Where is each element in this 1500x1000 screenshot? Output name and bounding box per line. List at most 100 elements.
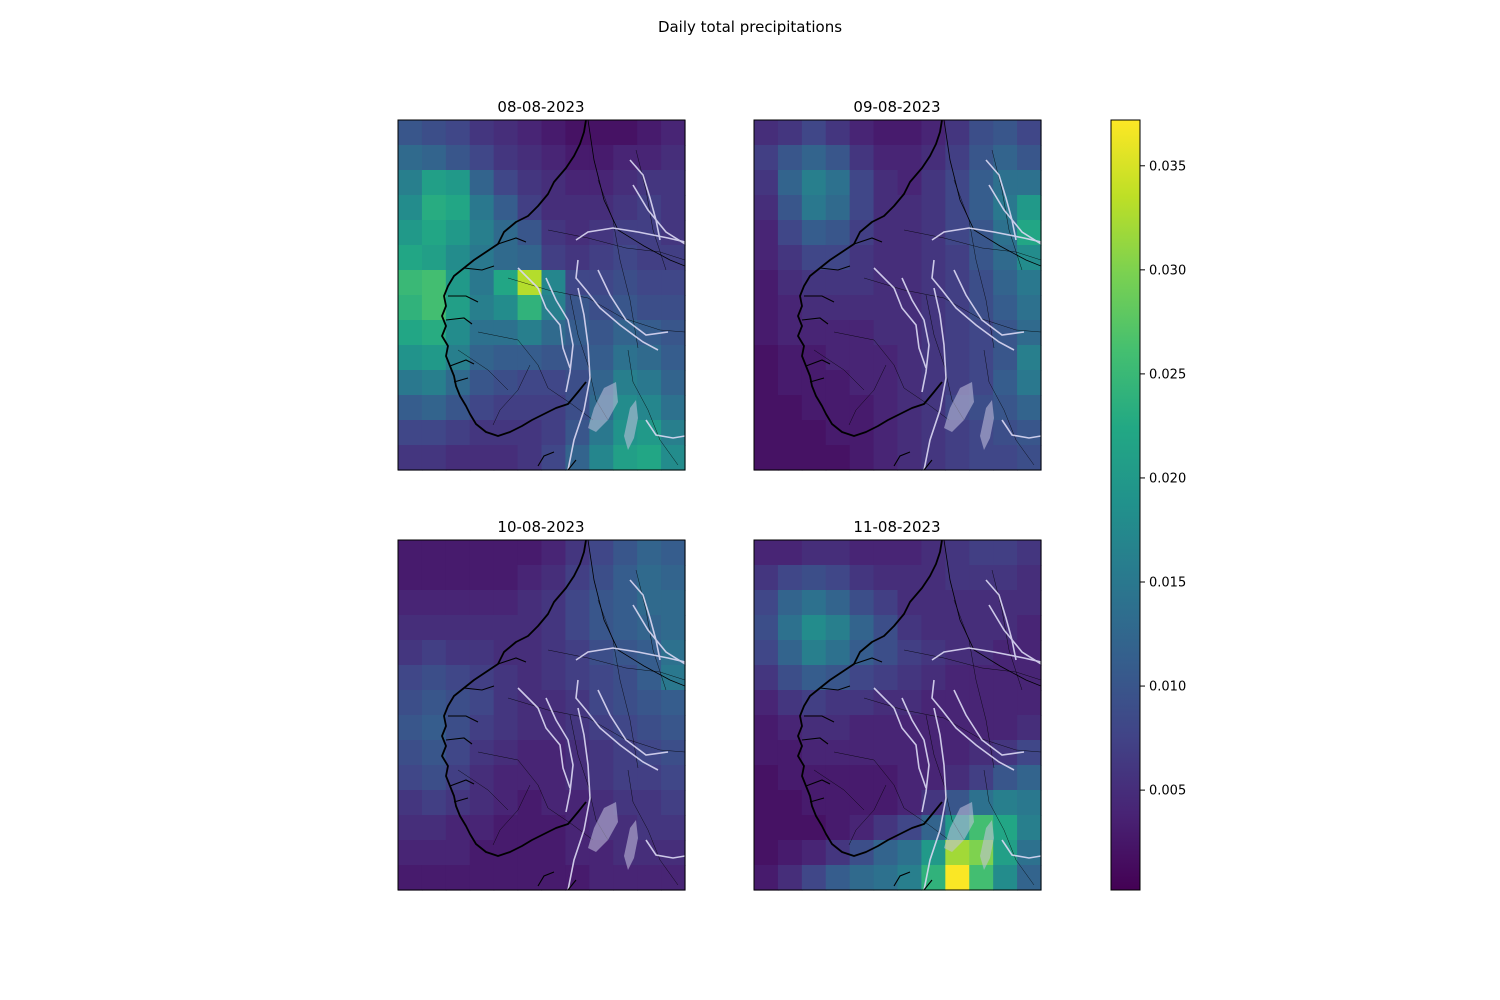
heatmap-cell	[493, 245, 519, 271]
heatmap-cell	[945, 740, 970, 766]
heatmap-cell	[969, 565, 994, 591]
heatmap-cell	[993, 120, 1018, 146]
heatmap-cell	[613, 640, 638, 666]
heatmap-cell	[565, 170, 590, 196]
heatmap-cell	[469, 195, 495, 221]
colorbar-tick-label: 0.015	[1149, 576, 1186, 591]
heatmap-cell	[897, 145, 923, 171]
heatmap-cell	[517, 270, 543, 296]
heatmap-cell	[801, 220, 827, 246]
heatmap-cell	[565, 690, 590, 716]
heatmap-cell	[589, 445, 614, 471]
heatmap-cell	[993, 540, 1018, 566]
heatmap-cell	[541, 195, 567, 221]
heatmap-cell	[801, 420, 827, 446]
heatmap-cell	[777, 815, 803, 841]
heatmap-cell	[445, 740, 471, 766]
heatmap-cell	[421, 615, 447, 641]
heatmap-cell	[921, 420, 946, 446]
heatmap-cell	[921, 195, 946, 221]
heatmap-cell	[661, 120, 686, 146]
colorbar-tick-label: 0.035	[1149, 159, 1186, 174]
heatmap-cell	[661, 765, 686, 791]
heatmap-cell	[897, 690, 923, 716]
colorbar-tick-label: 0.025	[1149, 367, 1186, 382]
heatmap-cell	[517, 665, 543, 691]
heatmap-cell	[777, 345, 803, 371]
heatmap-cell	[517, 445, 543, 471]
heatmap-cell	[825, 540, 851, 566]
heatmap-cell	[398, 815, 423, 841]
heatmap-cell	[993, 565, 1018, 591]
heatmap-cell	[993, 170, 1018, 196]
subplot-frame-2	[753, 119, 1042, 471]
heatmap-cell	[445, 615, 471, 641]
heatmap-cell	[1017, 395, 1042, 421]
heatmap-cell	[493, 345, 519, 371]
heatmap-cell	[493, 320, 519, 346]
heatmap-cell	[969, 320, 994, 346]
heatmap-cell	[777, 665, 803, 691]
heatmap-cell	[1017, 565, 1042, 591]
heatmap-cell	[469, 345, 495, 371]
heatmap-cell	[493, 145, 519, 171]
heatmap-cell	[1017, 690, 1042, 716]
heatmap-cell	[445, 295, 471, 321]
heatmap-cell	[517, 145, 543, 171]
heatmap-cell	[469, 565, 495, 591]
subplot-title-1: 08-08-2023	[497, 98, 584, 116]
heatmap-cell	[849, 615, 875, 641]
heatmap-cell	[1017, 120, 1042, 146]
heatmap-cell	[897, 270, 923, 296]
heatmap-cell	[777, 690, 803, 716]
heatmap-cell	[398, 420, 423, 446]
heatmap-cell	[801, 170, 827, 196]
heatmap-cell	[541, 540, 567, 566]
heatmap-cell	[445, 445, 471, 471]
heatmap-cell	[777, 790, 803, 816]
heatmap-cell	[825, 765, 851, 791]
heatmap-cell	[613, 320, 638, 346]
heatmap-cell	[969, 120, 994, 146]
heatmap-cell	[1017, 420, 1042, 446]
heatmap-cell	[1017, 840, 1042, 866]
heatmap-cell	[873, 320, 899, 346]
heatmap-cell	[421, 815, 447, 841]
heatmap-cell	[849, 170, 875, 196]
heatmap-cell	[469, 170, 495, 196]
heatmap-cell	[754, 665, 779, 691]
heatmap-cell	[421, 220, 447, 246]
heatmap-cell	[849, 665, 875, 691]
heatmap-cell	[897, 540, 923, 566]
heatmap-cell	[873, 665, 899, 691]
heatmap-cell	[873, 640, 899, 666]
heatmap-cell	[445, 640, 471, 666]
heatmap-cell	[777, 270, 803, 296]
heatmap-cell	[777, 220, 803, 246]
heatmap-cell	[873, 220, 899, 246]
heatmap-cell	[398, 370, 423, 396]
colorbar-tick-label: 0.030	[1149, 263, 1186, 278]
heatmap-cell	[469, 690, 495, 716]
heatmap-cell	[873, 295, 899, 321]
heatmap-cell	[801, 320, 827, 346]
heatmap-cell	[873, 840, 899, 866]
heatmap-cell	[469, 590, 495, 616]
heatmap-cell	[801, 445, 827, 471]
heatmap-cell	[589, 195, 614, 221]
heatmap-cell	[754, 765, 779, 791]
heatmap-cell	[517, 840, 543, 866]
heatmap-cell	[613, 590, 638, 616]
heatmap-cell	[398, 640, 423, 666]
heatmap-cell	[1017, 865, 1042, 891]
heatmap-cell	[469, 220, 495, 246]
heatmap-cell	[398, 765, 423, 791]
heatmap-cell	[777, 865, 803, 891]
heatmap-cell	[589, 345, 614, 371]
heatmap-cell	[517, 345, 543, 371]
heatmap-cell	[897, 120, 923, 146]
heatmap-cell	[825, 270, 851, 296]
heatmap-cell	[541, 615, 567, 641]
subplot-frame-3	[397, 539, 686, 891]
heatmap-cell	[777, 195, 803, 221]
